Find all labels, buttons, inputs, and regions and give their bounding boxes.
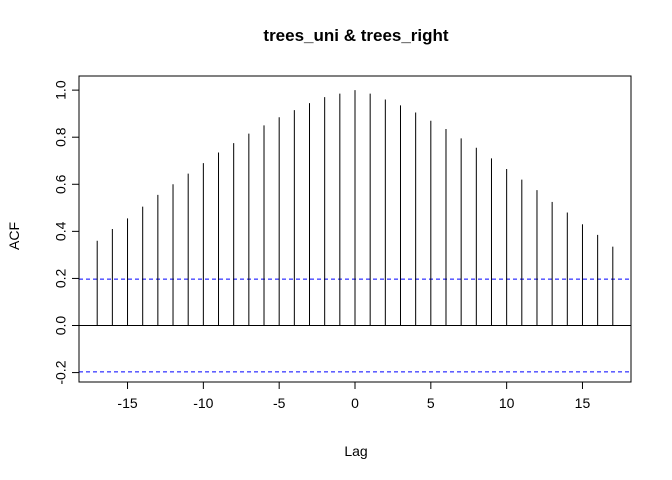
- chart-title: trees_uni & trees_right: [263, 26, 449, 45]
- x-tick-label: -5: [273, 395, 286, 411]
- x-tick-label: 0: [351, 395, 359, 411]
- x-tick-label: -10: [193, 395, 213, 411]
- x-tick-label: 10: [499, 395, 515, 411]
- x-tick-label: 15: [575, 395, 591, 411]
- y-tick-label: 0.0: [53, 316, 69, 336]
- plot-area: [79, 90, 631, 373]
- y-tick-label: 1.0: [53, 80, 69, 100]
- x-tick-label: -15: [117, 395, 137, 411]
- y-tick-label: 0.8: [53, 127, 69, 147]
- x-axis-label: Lag: [344, 443, 367, 459]
- axes: -15 -10 -5 0 5 10 15 -0.2 0.0 0.2 0.4 0.6 0.8 1.0: [53, 75, 632, 411]
- y-tick-label: -0.2: [53, 360, 69, 384]
- y-axis-label: ACF: [6, 222, 22, 250]
- y-tick-label: 0.6: [53, 174, 69, 194]
- y-tick-label: 0.4: [53, 221, 69, 241]
- y-tick-label: 0.2: [53, 268, 69, 288]
- x-tick-label: 5: [427, 395, 435, 411]
